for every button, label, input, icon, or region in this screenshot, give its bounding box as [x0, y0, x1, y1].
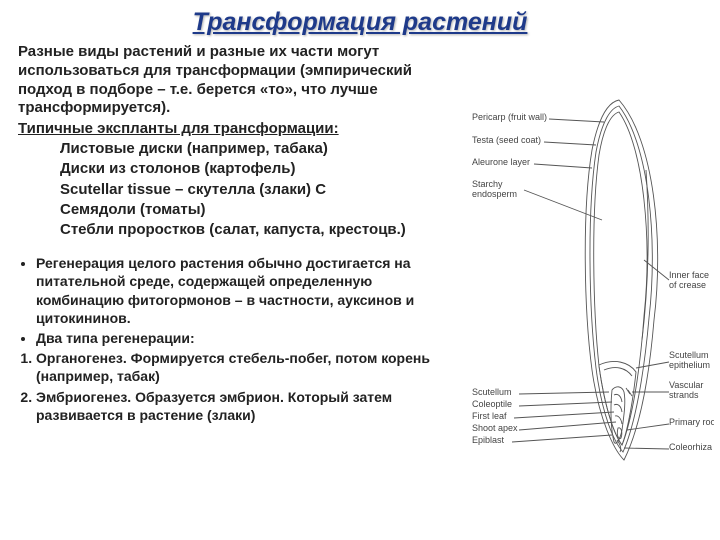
seed-diagram: Pericarp (fruit wall) Testa (seed coat) Al… — [464, 90, 714, 510]
list-item: Семядоли (томаты) — [60, 200, 460, 220]
intro-text: Разные виды растений и разные их части м… — [18, 43, 460, 118]
svg-text:of crease: of crease — [669, 280, 706, 290]
svg-text:Coleoptile: Coleoptile — [472, 399, 512, 409]
svg-text:Scutellum: Scutellum — [472, 387, 512, 397]
list-item: Листовые диски (например, табака) — [60, 139, 460, 159]
svg-text:Aleurone layer: Aleurone layer — [472, 157, 530, 167]
list-item: Эмбриогенез. Образуется эмбрион. Который… — [36, 388, 450, 424]
page-title: Трансформация растений — [0, 0, 720, 43]
svg-text:Epiblast: Epiblast — [472, 435, 505, 445]
svg-text:epithelium: epithelium — [669, 360, 710, 370]
list-item: Два типа регенерации: — [36, 329, 450, 347]
explants-list: Листовые диски (например, табака) Диски … — [18, 139, 460, 240]
svg-text:Shoot apex: Shoot apex — [472, 423, 518, 433]
svg-text:Pericarp (fruit wall): Pericarp (fruit wall) — [472, 112, 547, 122]
list-item: Диски из столонов (картофель) — [60, 159, 460, 179]
svg-text:Starchy: Starchy — [472, 179, 503, 189]
svg-text:Vascular: Vascular — [669, 380, 703, 390]
svg-text:Inner face: Inner face — [669, 270, 709, 280]
svg-text:First leaf: First leaf — [472, 411, 507, 421]
list-item: Стебли проростков (салат, капуста, крест… — [60, 220, 460, 240]
svg-text:Coleorhiza: Coleorhiza — [669, 442, 712, 452]
svg-text:Primary root: Primary root — [669, 417, 714, 427]
svg-text:strands: strands — [669, 390, 699, 400]
list-item: Органогенез. Формируется стебель-побег, … — [36, 349, 450, 385]
explants-heading: Типичные экспланты для трансформации: — [18, 120, 460, 137]
list-item: Scutellar tissue – скутелла (злаки) C — [60, 180, 460, 200]
svg-text:Scutellum: Scutellum — [669, 350, 709, 360]
svg-text:endosperm: endosperm — [472, 189, 517, 199]
svg-text:Testa (seed coat): Testa (seed coat) — [472, 135, 541, 145]
list-item: Регенерация целого растения обычно дости… — [36, 254, 450, 327]
